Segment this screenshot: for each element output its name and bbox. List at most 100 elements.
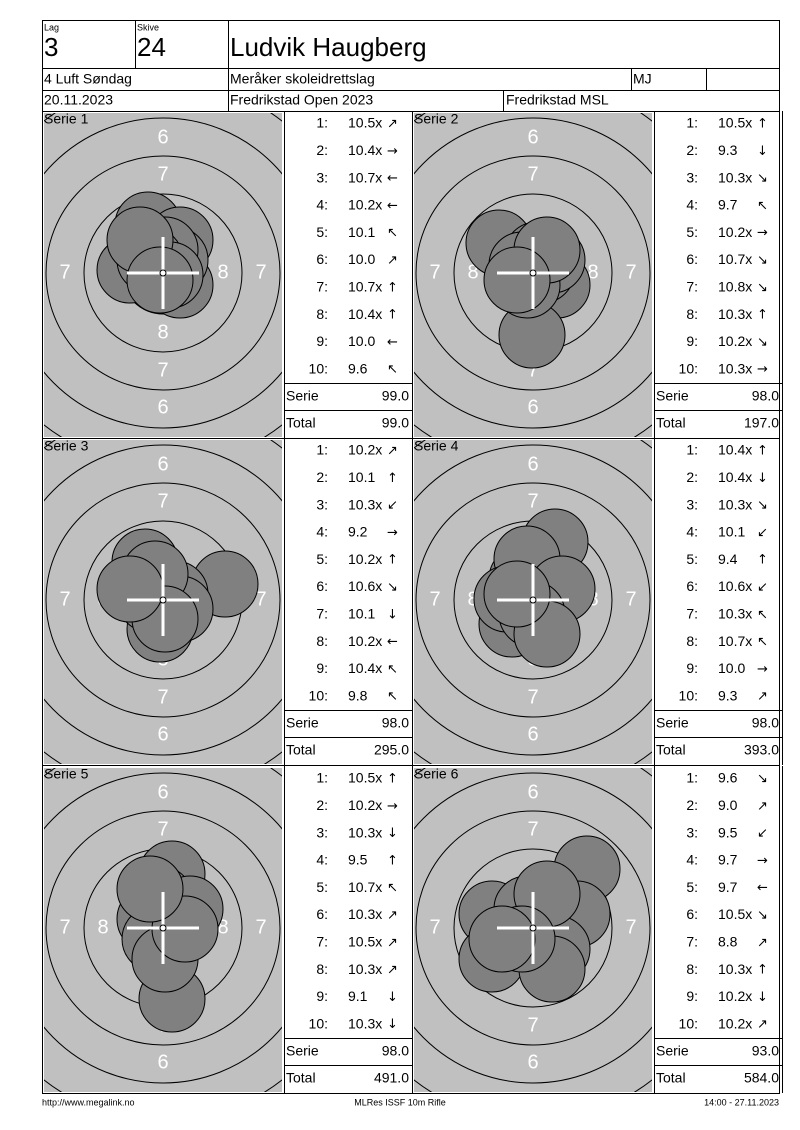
shot-arrow: ↖ [387, 226, 398, 241]
shot-score: 9.2 [348, 524, 368, 540]
shot-arrow: ↑ [757, 444, 768, 459]
shot-number: 5: [686, 224, 698, 240]
shot-arrow: ↓ [387, 1017, 398, 1032]
shot-score: 10.1 [348, 224, 375, 240]
serie-label: Serie [286, 715, 319, 731]
shot-number: 4: [686, 852, 698, 868]
shot-number: 1: [316, 442, 328, 458]
shot-number: 10: [679, 1015, 698, 1031]
shot-arrow: ↗ [387, 908, 398, 923]
shot-score: 10.3x [348, 824, 382, 840]
shot-number: 8: [686, 306, 698, 322]
centre-dot [159, 269, 167, 277]
shot-number: 6: [686, 906, 698, 922]
shot-arrow: ↓ [387, 607, 398, 622]
shot-score: 10.3x [718, 169, 752, 185]
shot-number: 2: [686, 797, 698, 813]
footer-right: 14:00 - 27.11.2023 [704, 1097, 779, 1107]
ring [415, 155, 651, 391]
footer-left: http://www.megalink.no [42, 1097, 135, 1107]
shot-arrow: ↙ [757, 525, 768, 540]
shot-score: 10.1 [718, 524, 745, 540]
shot-score: 9.3 [718, 687, 738, 703]
total-label: Total [286, 415, 316, 431]
ring-label: 7 [157, 359, 168, 381]
shot-arrow: ↘ [757, 772, 768, 787]
shot-number: 10: [309, 1015, 328, 1031]
shot-score: 10.4x [348, 142, 382, 158]
skive: 24 [137, 32, 166, 62]
shot-arrow: → [387, 525, 398, 540]
shot-number: 3: [686, 169, 698, 185]
shot-number: 10: [309, 687, 328, 703]
shot-number: 6: [686, 578, 698, 594]
ring-label: 7 [527, 686, 538, 708]
shot-score: 10.6x [718, 578, 752, 594]
shot-arrow: ↖ [757, 607, 768, 622]
shot-arrow: ↗ [387, 444, 398, 459]
venue: Fredrikstad MSL [506, 92, 609, 108]
shot-number: 5: [686, 879, 698, 895]
shot-number: 6: [316, 251, 328, 267]
shot-score: 10.3x [718, 606, 752, 622]
shot-arrow: ↘ [757, 335, 768, 350]
shot-score: 10.4x [348, 660, 382, 676]
series-title: Serie 2 [414, 111, 459, 127]
ring [414, 444, 652, 756]
shot-score: 9.4 [718, 551, 738, 567]
shot-score: 10.3x [718, 961, 752, 977]
ring-label: 7 [527, 163, 538, 185]
date: 20.11.2023 [44, 92, 113, 108]
shot-score: 10.7x [348, 879, 382, 895]
shot-number: 3: [686, 824, 698, 840]
ring-label: 7 [625, 588, 636, 610]
target: 678767788 [414, 768, 652, 1092]
shot-number: 3: [686, 496, 698, 512]
shot-score: 10.3x [348, 961, 382, 977]
shot-number: 7: [686, 934, 698, 950]
total-value: 491.0 [374, 1070, 409, 1086]
ring-label: 6 [157, 781, 168, 803]
ring [45, 810, 281, 1046]
shot-number: 10: [679, 360, 698, 376]
ring [414, 772, 652, 1084]
centre-dot [529, 269, 537, 277]
target: 678767788 [414, 113, 652, 437]
ring-label: 7 [625, 916, 636, 938]
shot-number: 1: [686, 115, 698, 131]
shot-arrow: ↑ [387, 553, 398, 568]
lag: 3 [44, 32, 58, 62]
shot-score: 9.7 [718, 197, 738, 213]
shot-score: 10.6x [348, 578, 382, 594]
ring-label: 6 [157, 1051, 168, 1073]
shot-score: 10.3x [348, 496, 382, 512]
series-title: Serie 3 [44, 438, 89, 454]
shot-arrow: ↘ [757, 498, 768, 513]
ring-label: 7 [255, 261, 266, 283]
ring-label: 7 [429, 588, 440, 610]
shot-arrow: ↗ [757, 935, 768, 950]
serie-value: 98.0 [752, 388, 779, 404]
shot-score: 10.1 [348, 469, 375, 485]
serie-value: 99.0 [382, 388, 409, 404]
shot-arrow: ↙ [757, 580, 768, 595]
shot-score: 10.0 [718, 660, 745, 676]
shot-arrow: ↑ [757, 308, 768, 323]
shot-number: 3: [316, 169, 328, 185]
shot-number: 1: [686, 442, 698, 458]
series-title: Serie 6 [414, 766, 459, 782]
shot-score: 10.2x [718, 988, 752, 1004]
ring-label: 7 [255, 916, 266, 938]
ring-label: 7 [157, 163, 168, 185]
ring [44, 444, 282, 756]
shot-arrow: ↓ [387, 990, 398, 1005]
shot-number: 3: [316, 824, 328, 840]
shot-score: 10.2x [718, 1015, 752, 1031]
shot-arrow: ↑ [387, 853, 398, 868]
shot-arrow: → [387, 144, 398, 159]
shot-score: 10.4x [718, 469, 752, 485]
shot-score: 10.2x [348, 197, 382, 213]
shot-score: 8.8 [718, 934, 738, 950]
ring-label: 8 [467, 261, 478, 283]
shot-hole [126, 246, 194, 314]
